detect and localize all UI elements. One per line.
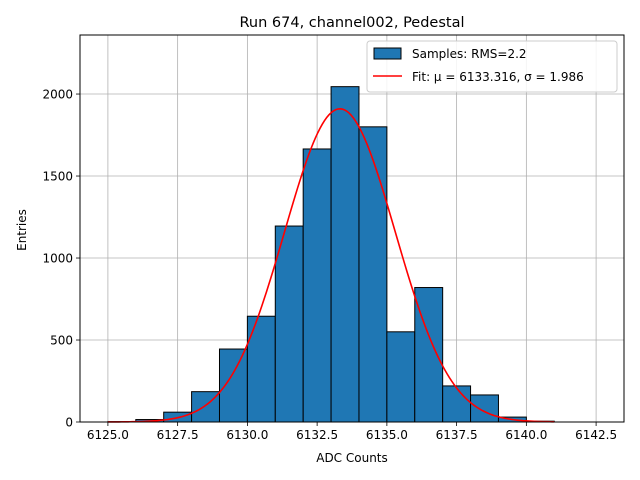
y-tick-label: 1500 (42, 170, 73, 184)
histogram-bar (386, 331, 416, 423)
x-tick-label: 6125.0 (87, 428, 129, 442)
fit-curve-group (107, 107, 555, 423)
x-tick-label: 6142.5 (575, 428, 617, 442)
legend-hist-swatch (373, 47, 402, 60)
histogram-bar (358, 126, 388, 423)
x-tick-label: 6130.0 (226, 428, 268, 442)
legend-fit-label: Fit: μ = 6133.316, σ = 1.986 (412, 70, 584, 84)
legend: Samples: RMS=2.2 Fit: μ = 6133.316, σ = … (366, 40, 618, 93)
histogram-bar (274, 225, 304, 423)
axes-frame (79, 34, 625, 423)
x-tick-label: 6137.5 (436, 428, 478, 442)
y-axis-ticks: 0 500 1000 1500 2000 (42, 88, 80, 430)
x-tick-label: 6132.5 (296, 428, 338, 442)
x-axis-label: ADC Counts (316, 451, 388, 465)
y-axis-label: Entries (15, 209, 29, 251)
x-tick-label: 6135.0 (366, 428, 408, 442)
histogram-bar (302, 148, 332, 423)
legend-box (366, 40, 618, 93)
x-tick-label: 6127.5 (157, 428, 199, 442)
histogram-bar (470, 394, 499, 423)
y-tick-label: 500 (50, 334, 73, 348)
y-tick-label: 0 (65, 416, 73, 430)
x-tick-label: 6140.0 (505, 428, 547, 442)
y-tick-label: 1000 (42, 252, 73, 266)
fit-curve (107, 107, 555, 423)
histogram-bar (442, 385, 472, 423)
histogram-bars (107, 86, 555, 423)
x-axis-ticks: 6125.0 6127.5 6130.0 6132.5 6135.0 6137.5 6140… (87, 422, 617, 442)
histogram-bar (330, 86, 360, 423)
y-tick-label: 2000 (42, 88, 73, 102)
legend-hist-label: Samples: RMS=2.2 (412, 47, 527, 61)
chart-title: Run 674, channel002, Pedestal (239, 15, 464, 31)
histogram-bar (218, 348, 248, 423)
